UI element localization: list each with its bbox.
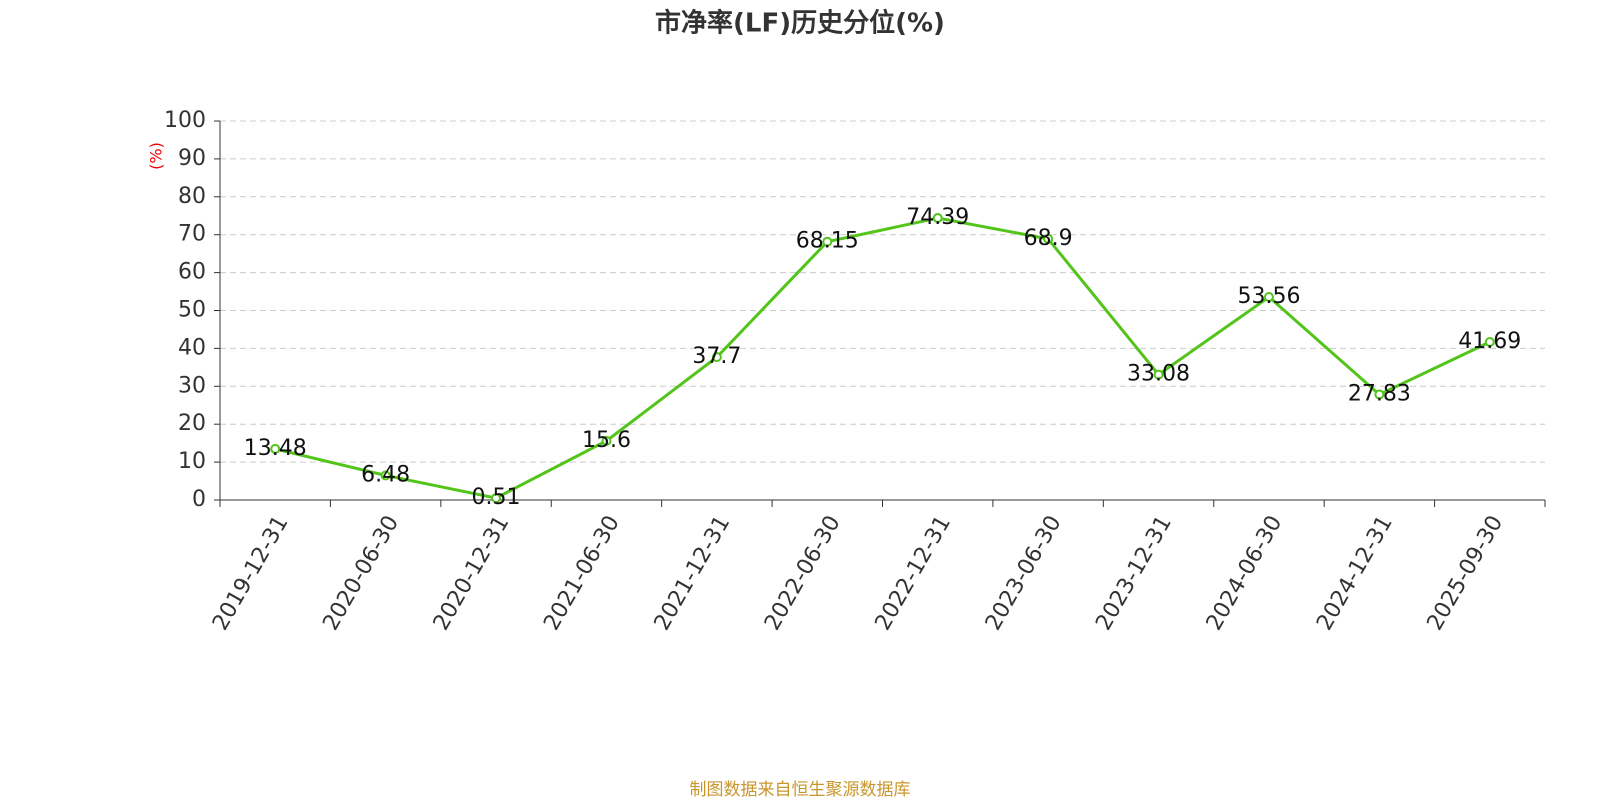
point [1043, 233, 1054, 244]
data-label: 13.48 [244, 436, 307, 461]
x-tick-label: 2023-12-31 [1091, 512, 1177, 635]
line [274, 216, 1491, 500]
y-tick-label: 60 [178, 260, 206, 285]
y-tick-label: 20 [178, 411, 206, 436]
y-tick-label: 30 [178, 373, 206, 398]
data-label: 68.15 [796, 229, 859, 254]
point [1153, 369, 1164, 380]
point [822, 236, 833, 247]
x-tick-label: 2020-12-31 [429, 512, 515, 635]
y-tick-label: 70 [178, 222, 206, 247]
point [380, 470, 391, 481]
point [601, 435, 612, 446]
data-label: 37.7 [692, 344, 741, 369]
point [1484, 336, 1495, 347]
x-tick-label: 2019-12-31 [208, 512, 294, 635]
source-note: 制图数据来自恒生聚源数据库 [690, 780, 911, 800]
point [711, 352, 722, 363]
chart-title: 市净率(LF)历史分位(%) [655, 8, 945, 39]
y-tick-label: 90 [178, 146, 206, 171]
x-tick-label: 2020-06-30 [318, 512, 404, 635]
y-tick-label: 10 [178, 449, 206, 474]
data-label: 53.56 [1237, 284, 1300, 309]
y-tick-label: 50 [178, 298, 206, 323]
data-label: 6.48 [361, 462, 410, 487]
x-tick-label: 2022-12-31 [871, 512, 957, 635]
y-tick-label: 40 [178, 335, 206, 360]
data-label: 27.83 [1348, 382, 1411, 407]
x-tick-label: 2021-12-31 [650, 512, 736, 635]
point [932, 213, 943, 224]
x-tick-label: 2024-12-31 [1312, 512, 1398, 635]
data-label: 41.69 [1458, 329, 1521, 354]
data-label: 74.39 [906, 205, 969, 230]
point [270, 443, 281, 454]
y-tick-label: 0 [192, 487, 206, 512]
point [1263, 292, 1274, 303]
y-tick-label: 80 [178, 184, 206, 209]
x-tick-label: 2024-06-30 [1202, 512, 1288, 635]
data-label: 15.6 [582, 428, 631, 453]
x-tick-label: 2022-06-30 [760, 512, 846, 635]
x-tick-label: 2021-06-30 [539, 512, 625, 635]
x-tick-label: 2025-09-30 [1423, 512, 1509, 635]
data-label: 68.9 [1024, 226, 1073, 251]
x-tick-label: 2023-06-30 [981, 512, 1067, 635]
point [491, 493, 502, 504]
y-axis-label: (%) [147, 142, 166, 170]
point [1374, 389, 1385, 400]
data-label: 0.51 [472, 485, 521, 510]
y-tick-label: 100 [164, 108, 206, 133]
data-label: 33.08 [1127, 362, 1190, 387]
